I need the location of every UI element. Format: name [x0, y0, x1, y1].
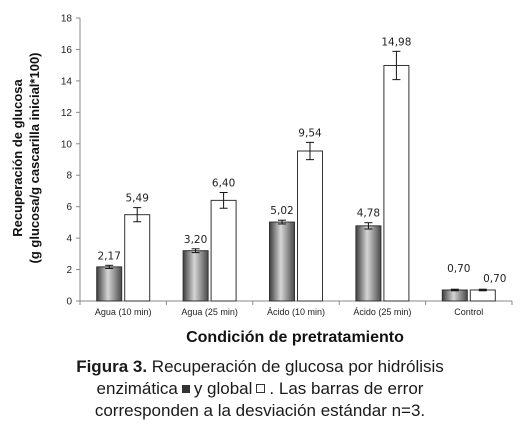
data-label: 4,78: [357, 208, 380, 220]
x-tick-label: Agua (10 min): [95, 307, 152, 317]
y-tick-label: 16: [61, 45, 73, 56]
axes: 0 2 4 6 8 10 12 14 16 18 Agua (10 min) Agua (25 min…: [61, 14, 513, 317]
bar-enzymatic: [269, 221, 295, 302]
y-tick-label: 6: [66, 202, 72, 213]
bar-global: [297, 150, 323, 302]
x-tick-label: Agua (25 min): [181, 307, 238, 317]
labels: 2,17 3,20 5,02 4,78 0,70 5,49 6,40 9,54 14,98 0,7…: [98, 36, 507, 285]
data-label: 2,17: [98, 250, 121, 262]
y-tick-label: 10: [61, 139, 73, 150]
caption-line2a: enzimática: [96, 379, 178, 398]
y-tick-label: 8: [66, 171, 72, 182]
x-tick-label: Ácido (25 min): [353, 307, 411, 317]
bar-global: [469, 289, 496, 302]
caption-line3: corresponden a la desviación estándar n=…: [94, 401, 426, 420]
data-label: 0,70: [483, 273, 506, 285]
bar-global: [383, 64, 410, 302]
y-tick-label: 12: [61, 108, 73, 119]
y-tick-label: 18: [61, 14, 73, 25]
empty-square-icon: [256, 384, 266, 394]
x-tick-label: Ácido (10 min): [267, 307, 325, 317]
data-label: 5,49: [126, 193, 149, 205]
y-axis-label-line1: Recuperación de glucosa: [10, 78, 25, 236]
bar-enzymatic: [355, 225, 382, 302]
data-label: 3,20: [184, 234, 207, 246]
bar-enzymatic: [441, 289, 468, 302]
y-axis-label-line2: (g glucosa/g cascarilla inicial*100): [27, 53, 42, 264]
filled-square-icon: [181, 384, 190, 393]
bar-enzymatic: [182, 250, 209, 302]
y-tick-label: 2: [66, 265, 72, 276]
data-label: 14,98: [381, 36, 411, 48]
data-label: 6,40: [212, 178, 235, 190]
caption-lead: Figura 3.: [76, 357, 148, 376]
data-label: 0,70: [447, 263, 470, 275]
bars: [96, 50, 496, 302]
bar-enzymatic: [96, 266, 123, 302]
caption-line2b: y global: [193, 379, 253, 398]
chart-canvas: 0 2 4 6 8 10 12 14 16 18 Agua (10 min) Agua (25 min…: [10, 14, 513, 346]
caption-line2c: . Las barras de error: [269, 379, 424, 398]
x-tick-label: Control: [454, 307, 483, 317]
data-label: 5,02: [270, 205, 293, 217]
bar-global: [210, 199, 237, 302]
y-tick-label: 4: [66, 234, 72, 245]
bar-global: [124, 214, 151, 302]
y-tick-label: 0: [66, 297, 72, 308]
figure-caption: Figura 3. Recuperación de glucosa por hi…: [0, 356, 520, 422]
data-label: 9,54: [298, 127, 322, 139]
y-tick-label: 14: [61, 76, 73, 87]
caption-line1: Recuperación de glucosa por hidrólisis: [147, 357, 444, 376]
x-axis-label: Condición de pretratamiento: [186, 329, 404, 346]
